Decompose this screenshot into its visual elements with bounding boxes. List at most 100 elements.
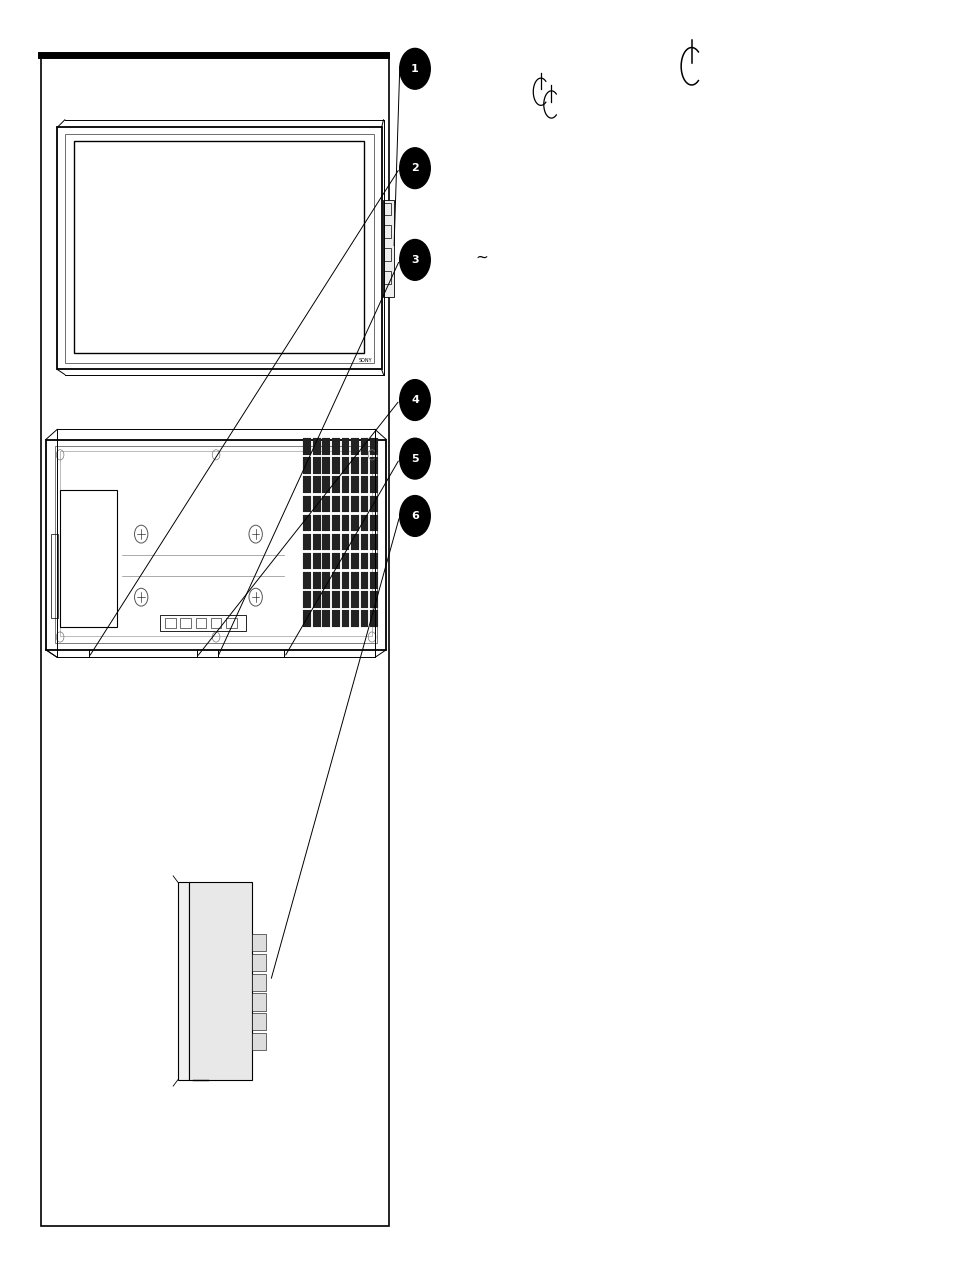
Bar (332, 515, 339, 531)
Bar (341, 476, 349, 493)
Bar (226, 618, 236, 628)
Bar (195, 618, 206, 628)
Bar (360, 515, 368, 531)
Bar (303, 610, 311, 627)
Bar (322, 534, 330, 550)
Bar (60, 451, 372, 637)
Text: 3: 3 (411, 255, 418, 265)
Bar (332, 476, 339, 493)
Bar (382, 200, 394, 297)
Bar (351, 553, 358, 569)
Circle shape (399, 48, 430, 89)
Bar (341, 610, 349, 627)
Bar (351, 591, 358, 608)
Bar (303, 572, 311, 589)
Bar (360, 572, 368, 589)
Bar (313, 496, 320, 512)
Bar (384, 248, 391, 261)
Bar (360, 553, 368, 569)
Bar (46, 440, 386, 650)
Bar (303, 457, 311, 474)
Bar (360, 457, 368, 474)
Bar (341, 457, 349, 474)
Bar (322, 610, 330, 627)
Bar (41, 55, 389, 1226)
Bar (322, 572, 330, 589)
Circle shape (399, 496, 430, 536)
Bar (313, 515, 320, 531)
Bar (313, 591, 320, 608)
Bar (370, 610, 377, 627)
Bar (303, 438, 311, 455)
Bar (313, 610, 320, 627)
Bar (360, 610, 368, 627)
Bar (351, 476, 358, 493)
Bar (252, 1013, 266, 1031)
Bar (351, 534, 358, 550)
Bar (252, 1033, 266, 1050)
Bar (303, 553, 311, 569)
Bar (360, 496, 368, 512)
Bar (360, 534, 368, 550)
Bar (313, 476, 320, 493)
Bar (332, 610, 339, 627)
Bar (252, 934, 266, 952)
Text: SONY: SONY (358, 358, 372, 363)
Bar (341, 572, 349, 589)
Bar (332, 572, 339, 589)
Circle shape (399, 438, 430, 479)
Bar (180, 618, 191, 628)
Bar (313, 534, 320, 550)
Bar (322, 591, 330, 608)
Bar (351, 457, 358, 474)
Bar (351, 496, 358, 512)
Bar (303, 515, 311, 531)
Text: ~: ~ (475, 250, 487, 265)
Bar (332, 553, 339, 569)
Bar (370, 438, 377, 455)
Bar (370, 572, 377, 589)
Text: 6: 6 (411, 511, 418, 521)
Bar (370, 553, 377, 569)
Bar (57, 127, 381, 369)
Bar (370, 476, 377, 493)
Bar (360, 591, 368, 608)
Bar (189, 882, 252, 1080)
Bar (313, 457, 320, 474)
Bar (322, 457, 330, 474)
Bar (211, 618, 221, 628)
Bar (60, 490, 117, 627)
Bar (341, 591, 349, 608)
Bar (313, 438, 320, 455)
Bar (351, 438, 358, 455)
Bar (360, 438, 368, 455)
Circle shape (399, 240, 430, 280)
Bar (252, 973, 266, 991)
Bar (332, 496, 339, 512)
Bar (351, 572, 358, 589)
Bar (322, 438, 330, 455)
Bar (341, 553, 349, 569)
Bar (160, 615, 246, 631)
Bar (74, 141, 364, 353)
Bar (341, 515, 349, 531)
Text: 5: 5 (411, 454, 418, 464)
Bar (303, 496, 311, 512)
Bar (322, 553, 330, 569)
Bar (252, 954, 266, 971)
Text: 4: 4 (411, 395, 418, 405)
Bar (313, 572, 320, 589)
Text: 2: 2 (411, 163, 418, 173)
Bar (370, 457, 377, 474)
Bar (177, 882, 189, 1080)
Bar (370, 534, 377, 550)
Bar (332, 591, 339, 608)
Bar (384, 203, 391, 215)
Bar (322, 496, 330, 512)
Bar (384, 271, 391, 284)
Bar (322, 515, 330, 531)
Bar (55, 446, 376, 643)
Circle shape (399, 148, 430, 189)
Bar (303, 534, 311, 550)
Bar (332, 534, 339, 550)
